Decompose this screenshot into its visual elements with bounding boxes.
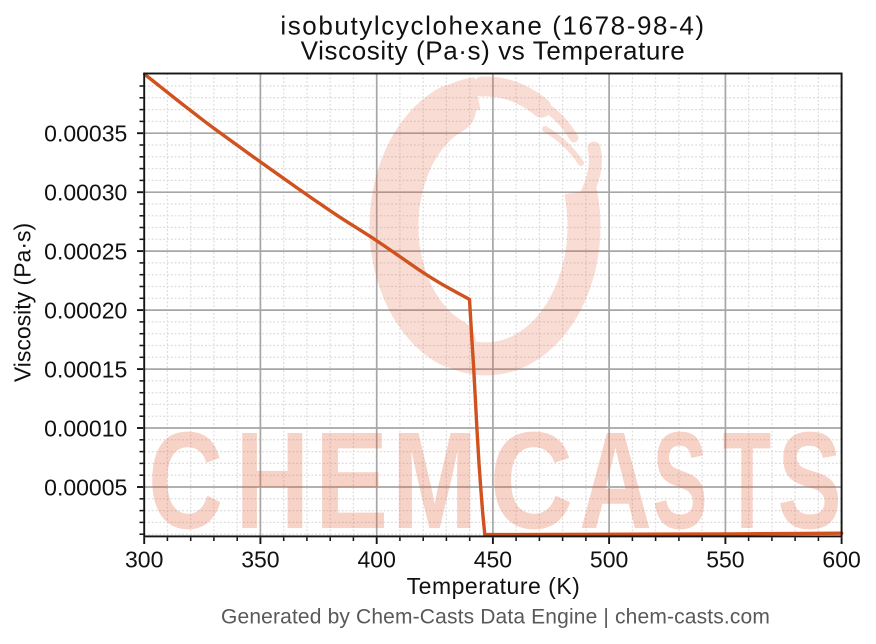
svg-text:450: 450 (474, 546, 512, 572)
svg-text:isobutylcyclohexane (1678-98-4: isobutylcyclohexane (1678-98-4) (280, 11, 705, 41)
svg-text:0.00030: 0.00030 (44, 180, 127, 206)
svg-text:350: 350 (241, 546, 279, 572)
svg-text:0.00005: 0.00005 (44, 474, 127, 500)
svg-text:0.00010: 0.00010 (44, 415, 127, 441)
svg-text:500: 500 (590, 546, 628, 572)
svg-text:C: C (148, 403, 223, 558)
svg-text:C: C (490, 405, 574, 559)
svg-text:M: M (392, 403, 477, 558)
svg-text:0.00025: 0.00025 (44, 239, 127, 265)
svg-text:Viscosity (Pa·s) vs Temperatur: Viscosity (Pa·s) vs Temperature (301, 35, 686, 65)
svg-text:0.00020: 0.00020 (44, 298, 127, 324)
svg-text:600: 600 (822, 546, 860, 572)
svg-text:0.00035: 0.00035 (44, 121, 127, 147)
svg-text:400: 400 (358, 546, 396, 572)
svg-text:300: 300 (125, 546, 163, 572)
svg-text:T: T (723, 403, 771, 557)
svg-text:Generated by Chem-Casts Data E: Generated by Chem-Casts Data Engine | ch… (221, 606, 770, 629)
svg-text:0.00015: 0.00015 (44, 357, 127, 383)
svg-text:E: E (315, 404, 389, 557)
svg-text:Viscosity (Pa·s): Viscosity (Pa·s) (10, 223, 36, 382)
svg-text:H: H (235, 403, 309, 558)
svg-text:550: 550 (706, 546, 744, 572)
svg-text:A: A (579, 403, 652, 557)
svg-text:Temperature (K): Temperature (K) (407, 573, 581, 599)
